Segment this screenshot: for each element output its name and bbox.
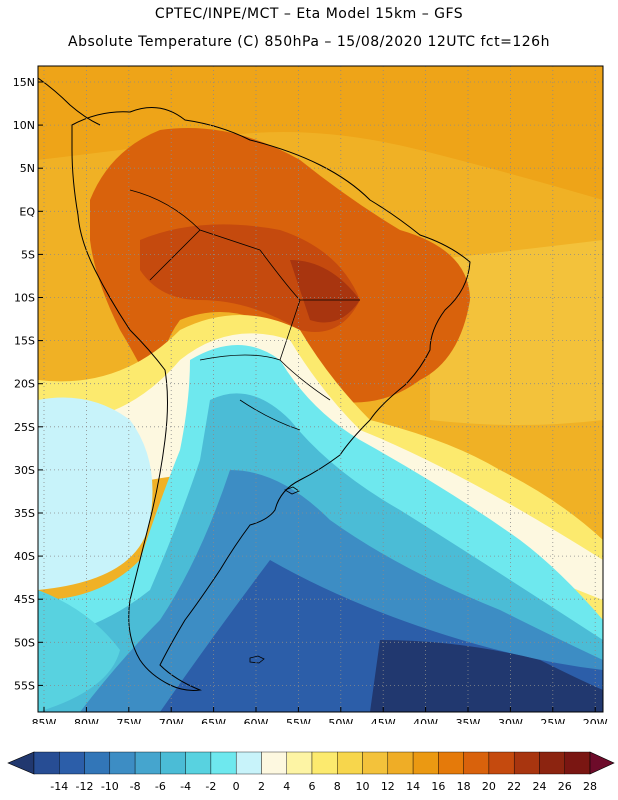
lon-label: 35W <box>456 717 481 724</box>
map-frame <box>37 65 604 713</box>
lat-label: 5S <box>21 248 35 261</box>
colorbar-cell <box>261 751 287 775</box>
colorbar-tick-label: 4 <box>283 780 290 793</box>
lon-label: 65W <box>201 717 226 724</box>
field-cold-west-pale <box>38 397 153 590</box>
colorbar-cell <box>488 751 515 775</box>
lat-label: 10S <box>14 292 35 305</box>
colorbar-tick-label: 20 <box>482 780 496 793</box>
lon-label: 30W <box>498 717 523 724</box>
colorbar-cell <box>109 751 136 775</box>
colorbar-cell <box>235 751 262 775</box>
lat-label: 35S <box>14 507 35 520</box>
colorbar-tick-label: 8 <box>334 780 341 793</box>
colorbar-tick-label: -4 <box>180 780 191 793</box>
colorbar-cell <box>84 751 111 775</box>
lat-label: EQ <box>19 205 35 218</box>
colorbar-cell <box>412 751 439 775</box>
lon-label: 75W <box>116 717 141 724</box>
lon-label: 85W <box>32 717 57 724</box>
colorbar-tick-label: -14 <box>50 780 68 793</box>
colorbar-tick-label: 2 <box>258 780 265 793</box>
colorbar-tick-label: -8 <box>130 780 141 793</box>
lat-label: 10N <box>13 119 35 132</box>
lat-label: 20S <box>14 378 35 391</box>
lat-label: 50S <box>14 636 35 649</box>
field-cold-5 <box>370 640 603 712</box>
lon-label: 40W <box>413 717 438 724</box>
colorbar-cell <box>564 751 591 775</box>
colorbar-tick-label: 26 <box>558 780 572 793</box>
lon-label: 50W <box>328 717 353 724</box>
map-field <box>38 66 603 712</box>
colorbar-tick-label: -10 <box>101 780 119 793</box>
colorbar-arrow-left <box>7 751 35 775</box>
colorbar-cell <box>134 751 161 775</box>
chart-title-line1: CPTEC/INPE/MCT – Eta Model 15km – GFS <box>154 6 464 22</box>
colorbar-cell <box>311 751 338 775</box>
colorbar-cell <box>185 751 212 775</box>
falklands-outline <box>249 655 265 664</box>
field-north <box>38 66 603 200</box>
lon-label: 25W <box>540 717 565 724</box>
colorbar-cell <box>539 751 565 775</box>
lat-label: 40S <box>14 550 35 563</box>
colorbar-cell <box>362 751 389 775</box>
colorbar-tick-label: -2 <box>205 780 216 793</box>
lat-label: 15S <box>14 335 35 348</box>
colorbar-tick-label: 22 <box>507 780 521 793</box>
colorbar-tick-label: -6 <box>155 780 166 793</box>
continent-outline <box>71 107 471 691</box>
colorbar-tick-label: 28 <box>583 780 597 793</box>
lat-label: 55S <box>14 679 35 692</box>
lon-label: 20W <box>583 717 608 724</box>
lon-axis: 85W 80W 75W 70W 65W 60W 55W 50W 45W 40W 35W 30W 25W 2… <box>32 707 608 724</box>
colorbar-cell <box>286 751 313 775</box>
lat-label: 25S <box>14 421 35 434</box>
colorbar-tick-label: 14 <box>406 780 420 793</box>
lon-label: 60W <box>244 717 269 724</box>
colorbar-tick-label: 0 <box>233 780 240 793</box>
colorbar-tick-label: 6 <box>309 780 316 793</box>
colorbar-tick-label: 16 <box>431 780 445 793</box>
lat-label: 15N <box>13 76 35 89</box>
temperature-map: 15N 10N 5N EQ 5S 10S 15S 20S 25S 30S 35S 40S 45S 50S 5… <box>13 65 608 724</box>
field-southwest <box>38 590 120 712</box>
lagoon-outline <box>284 486 300 495</box>
lat-label: 5N <box>20 162 35 175</box>
lat-label: 45S <box>14 593 35 606</box>
colorbar-tick-label: 12 <box>381 780 395 793</box>
lon-label: 80W <box>74 717 99 724</box>
colorbar-tick-label: 18 <box>457 780 471 793</box>
field-continent-hottest <box>290 260 360 323</box>
colorbar-cell <box>210 751 237 775</box>
central-america-outline <box>38 77 101 126</box>
colorbar-tick-label: 10 <box>356 780 370 793</box>
colorbar-cell <box>438 751 464 775</box>
colorbar-cell <box>59 751 85 775</box>
colorbar: -14 -12 -10 -8 -6 -4 -2 0 2 4 6 8 10 12 14 16 18 20 22 24 26… <box>7 751 615 793</box>
colorbar-tick-label: 24 <box>532 780 546 793</box>
field-continent-hot <box>140 224 360 332</box>
colorbar-cell <box>387 751 414 775</box>
colorbar-cell <box>33 751 60 775</box>
lat-axis: 15N 10N 5N EQ 5S 10S 15S 20S 25S 30S 35S 40S 45S 50S 5… <box>13 76 43 692</box>
colorbar-cell <box>337 751 363 775</box>
colorbar-cell <box>513 751 540 775</box>
field-east <box>430 240 603 425</box>
lat-label: 30S <box>14 464 35 477</box>
lon-label: 45W <box>371 717 396 724</box>
colorbar-tick-label: -12 <box>76 780 94 793</box>
country-borders <box>129 189 360 431</box>
colorbar-arrow-right <box>589 751 615 775</box>
colorbar-cell <box>160 751 186 775</box>
lon-label: 70W <box>159 717 184 724</box>
chart-title-line2: Absolute Temperature (C) 850hPa – 15/08/… <box>68 34 550 50</box>
colorbar-cell <box>463 751 490 775</box>
lon-label: 55W <box>286 717 311 724</box>
